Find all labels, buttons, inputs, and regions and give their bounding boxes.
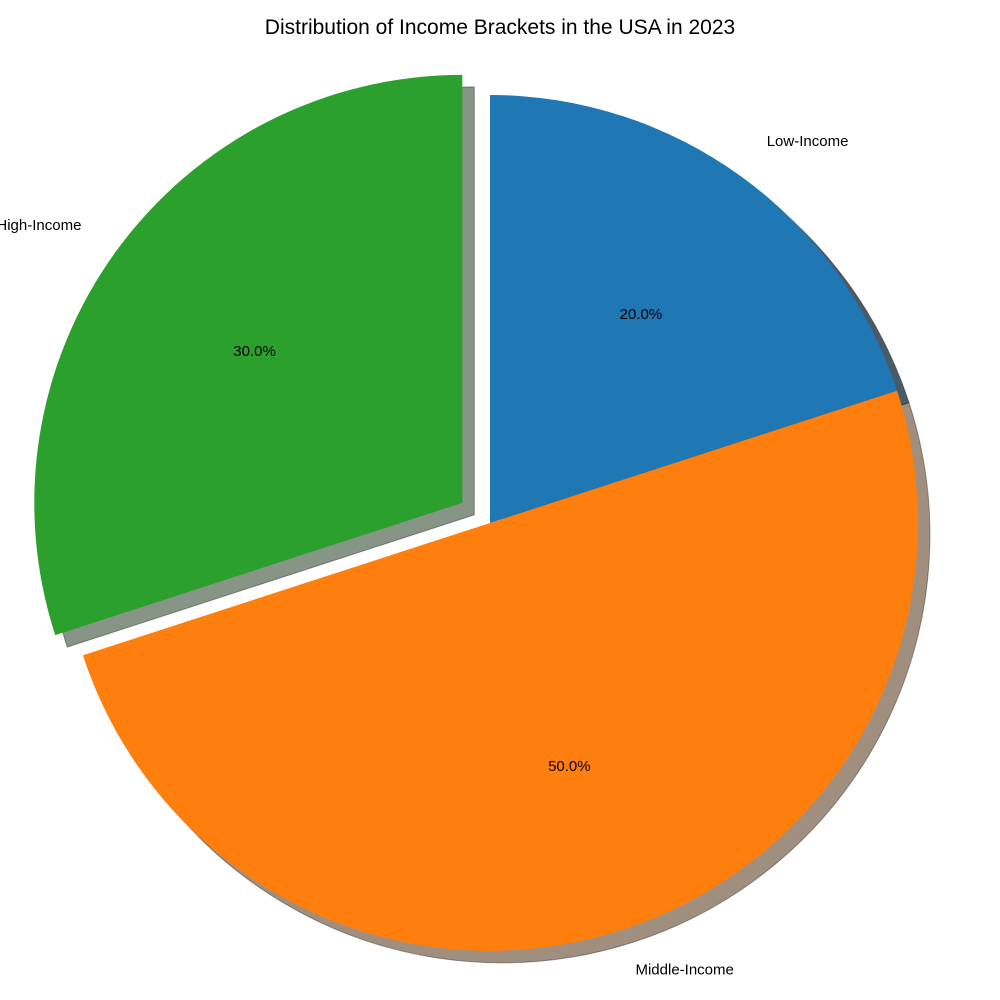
- pie-labels: Low-Income 20.0% Middle-Income 50.0% High-In…: [0, 133, 848, 979]
- slice-pct-high-income: 30.0%: [233, 343, 276, 360]
- slice-high-income: [34, 74, 463, 636]
- pie-slices: [34, 74, 918, 951]
- slice-label-high-income: High-Income: [0, 217, 81, 234]
- slice-pct-low-income: 20.0%: [620, 306, 663, 323]
- slice-middle-income: [82, 390, 918, 951]
- slice-low-income: [490, 95, 898, 523]
- slice-label-low-income: Low-Income: [767, 133, 849, 150]
- chart-title: Distribution of Income Brackets in the U…: [264, 16, 736, 39]
- slice-label-middle-income: Middle-Income: [635, 962, 733, 979]
- slice-pct-middle-income: 50.0%: [548, 758, 591, 775]
